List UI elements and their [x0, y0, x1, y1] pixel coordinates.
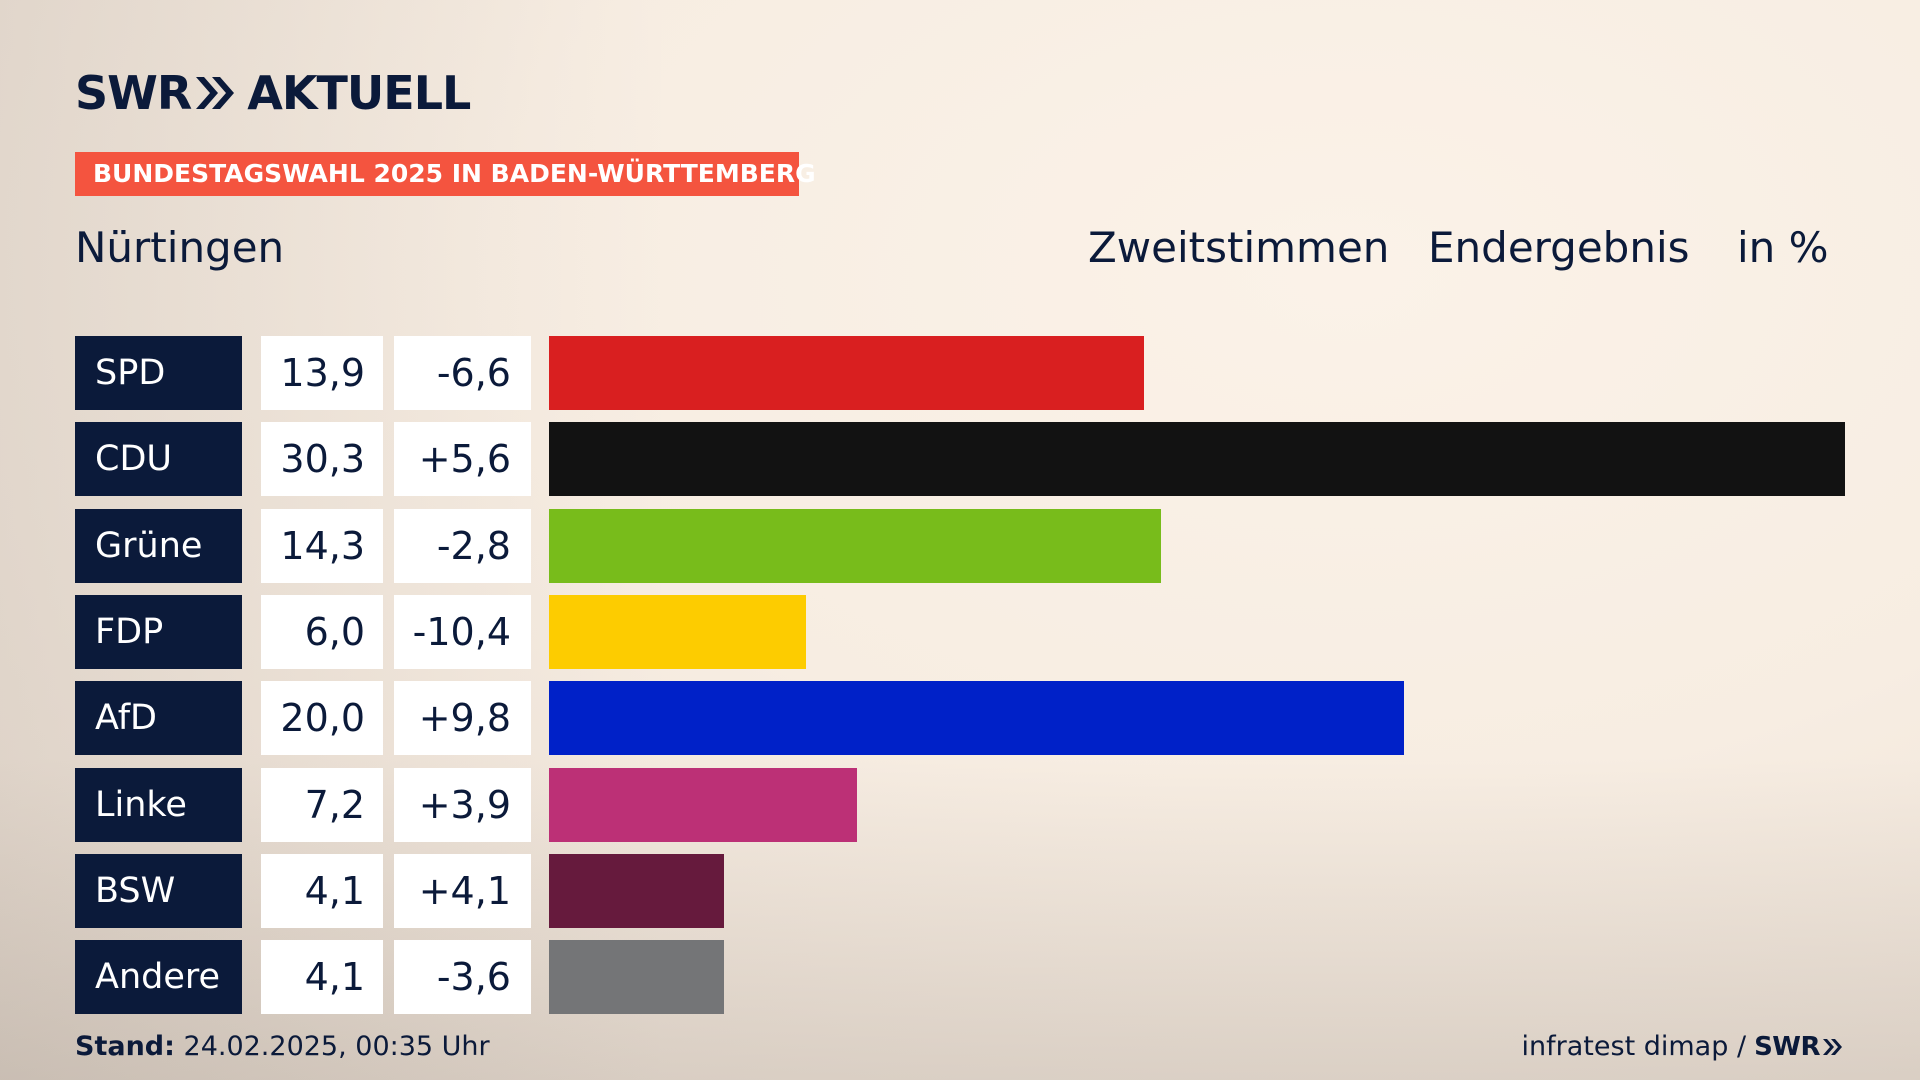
- result-bar: [549, 853, 725, 928]
- party-label: FDP: [75, 594, 242, 669]
- vote-share-value: 14,3: [261, 508, 383, 583]
- party-label: Grüne: [75, 508, 242, 583]
- vote-share-value: 30,3: [261, 422, 383, 497]
- party-label: Linke: [75, 767, 242, 842]
- vote-share-change: +3,9: [394, 767, 531, 842]
- footer-double-chevron-icon: [1823, 1039, 1842, 1055]
- result-bar: [549, 594, 806, 669]
- logo-brand: SWR: [75, 66, 192, 120]
- party-label: Andere: [75, 940, 242, 1015]
- result-bar: [549, 940, 725, 1015]
- result-status-label: Endergebnis: [1428, 223, 1690, 272]
- vote-share-change: -6,6: [394, 336, 531, 410]
- logo-product: AKTUELL: [247, 66, 471, 120]
- result-bar: [549, 336, 1144, 410]
- swr-aktuell-logo: SWR AKTUELL: [75, 66, 471, 120]
- vote-share-change: -3,6: [394, 940, 531, 1015]
- source-text: infratest dimap /: [1521, 1031, 1747, 1062]
- double-chevron-icon: [196, 77, 235, 109]
- vote-share-change: -10,4: [394, 594, 531, 669]
- result-bar: [549, 681, 1405, 756]
- source-credit: infratest dimap / SWR: [1522, 1030, 1844, 1064]
- region-title: Nürtingen: [75, 223, 285, 272]
- vote-share-value: 20,0: [261, 681, 383, 756]
- party-label: SPD: [75, 336, 242, 410]
- party-label: BSW: [75, 853, 242, 928]
- vote-share-change: +5,6: [394, 422, 531, 497]
- vote-share-value: 13,9: [261, 336, 383, 410]
- vote-share-change: +9,8: [394, 681, 531, 756]
- vote-share-value: 7,2: [261, 767, 383, 842]
- result-bar: [549, 422, 1845, 497]
- result-bar: [549, 767, 857, 842]
- timestamp: Stand: 24.02.2025, 00:35 Uhr: [75, 1030, 490, 1064]
- timestamp-label: Stand:: [75, 1031, 175, 1062]
- unit-label: in %: [1737, 223, 1829, 272]
- timestamp-value: 24.02.2025, 00:35 Uhr: [183, 1031, 490, 1062]
- vote-share-value: 6,0: [261, 594, 383, 669]
- party-label: CDU: [75, 422, 242, 497]
- vote-type-label: Zweitstimmen: [1088, 223, 1390, 272]
- vote-share-value: 4,1: [261, 853, 383, 928]
- vote-share-change: -2,8: [394, 508, 531, 583]
- footer-swr-logo: SWR: [1754, 1032, 1820, 1062]
- vote-share-change: +4,1: [394, 853, 531, 928]
- vote-share-value: 4,1: [261, 940, 383, 1015]
- election-banner: BUNDESTAGSWAHL 2025 IN BADEN-WÜRTTEMBERG: [75, 152, 816, 196]
- result-bar: [549, 508, 1161, 583]
- party-label: AfD: [75, 681, 242, 756]
